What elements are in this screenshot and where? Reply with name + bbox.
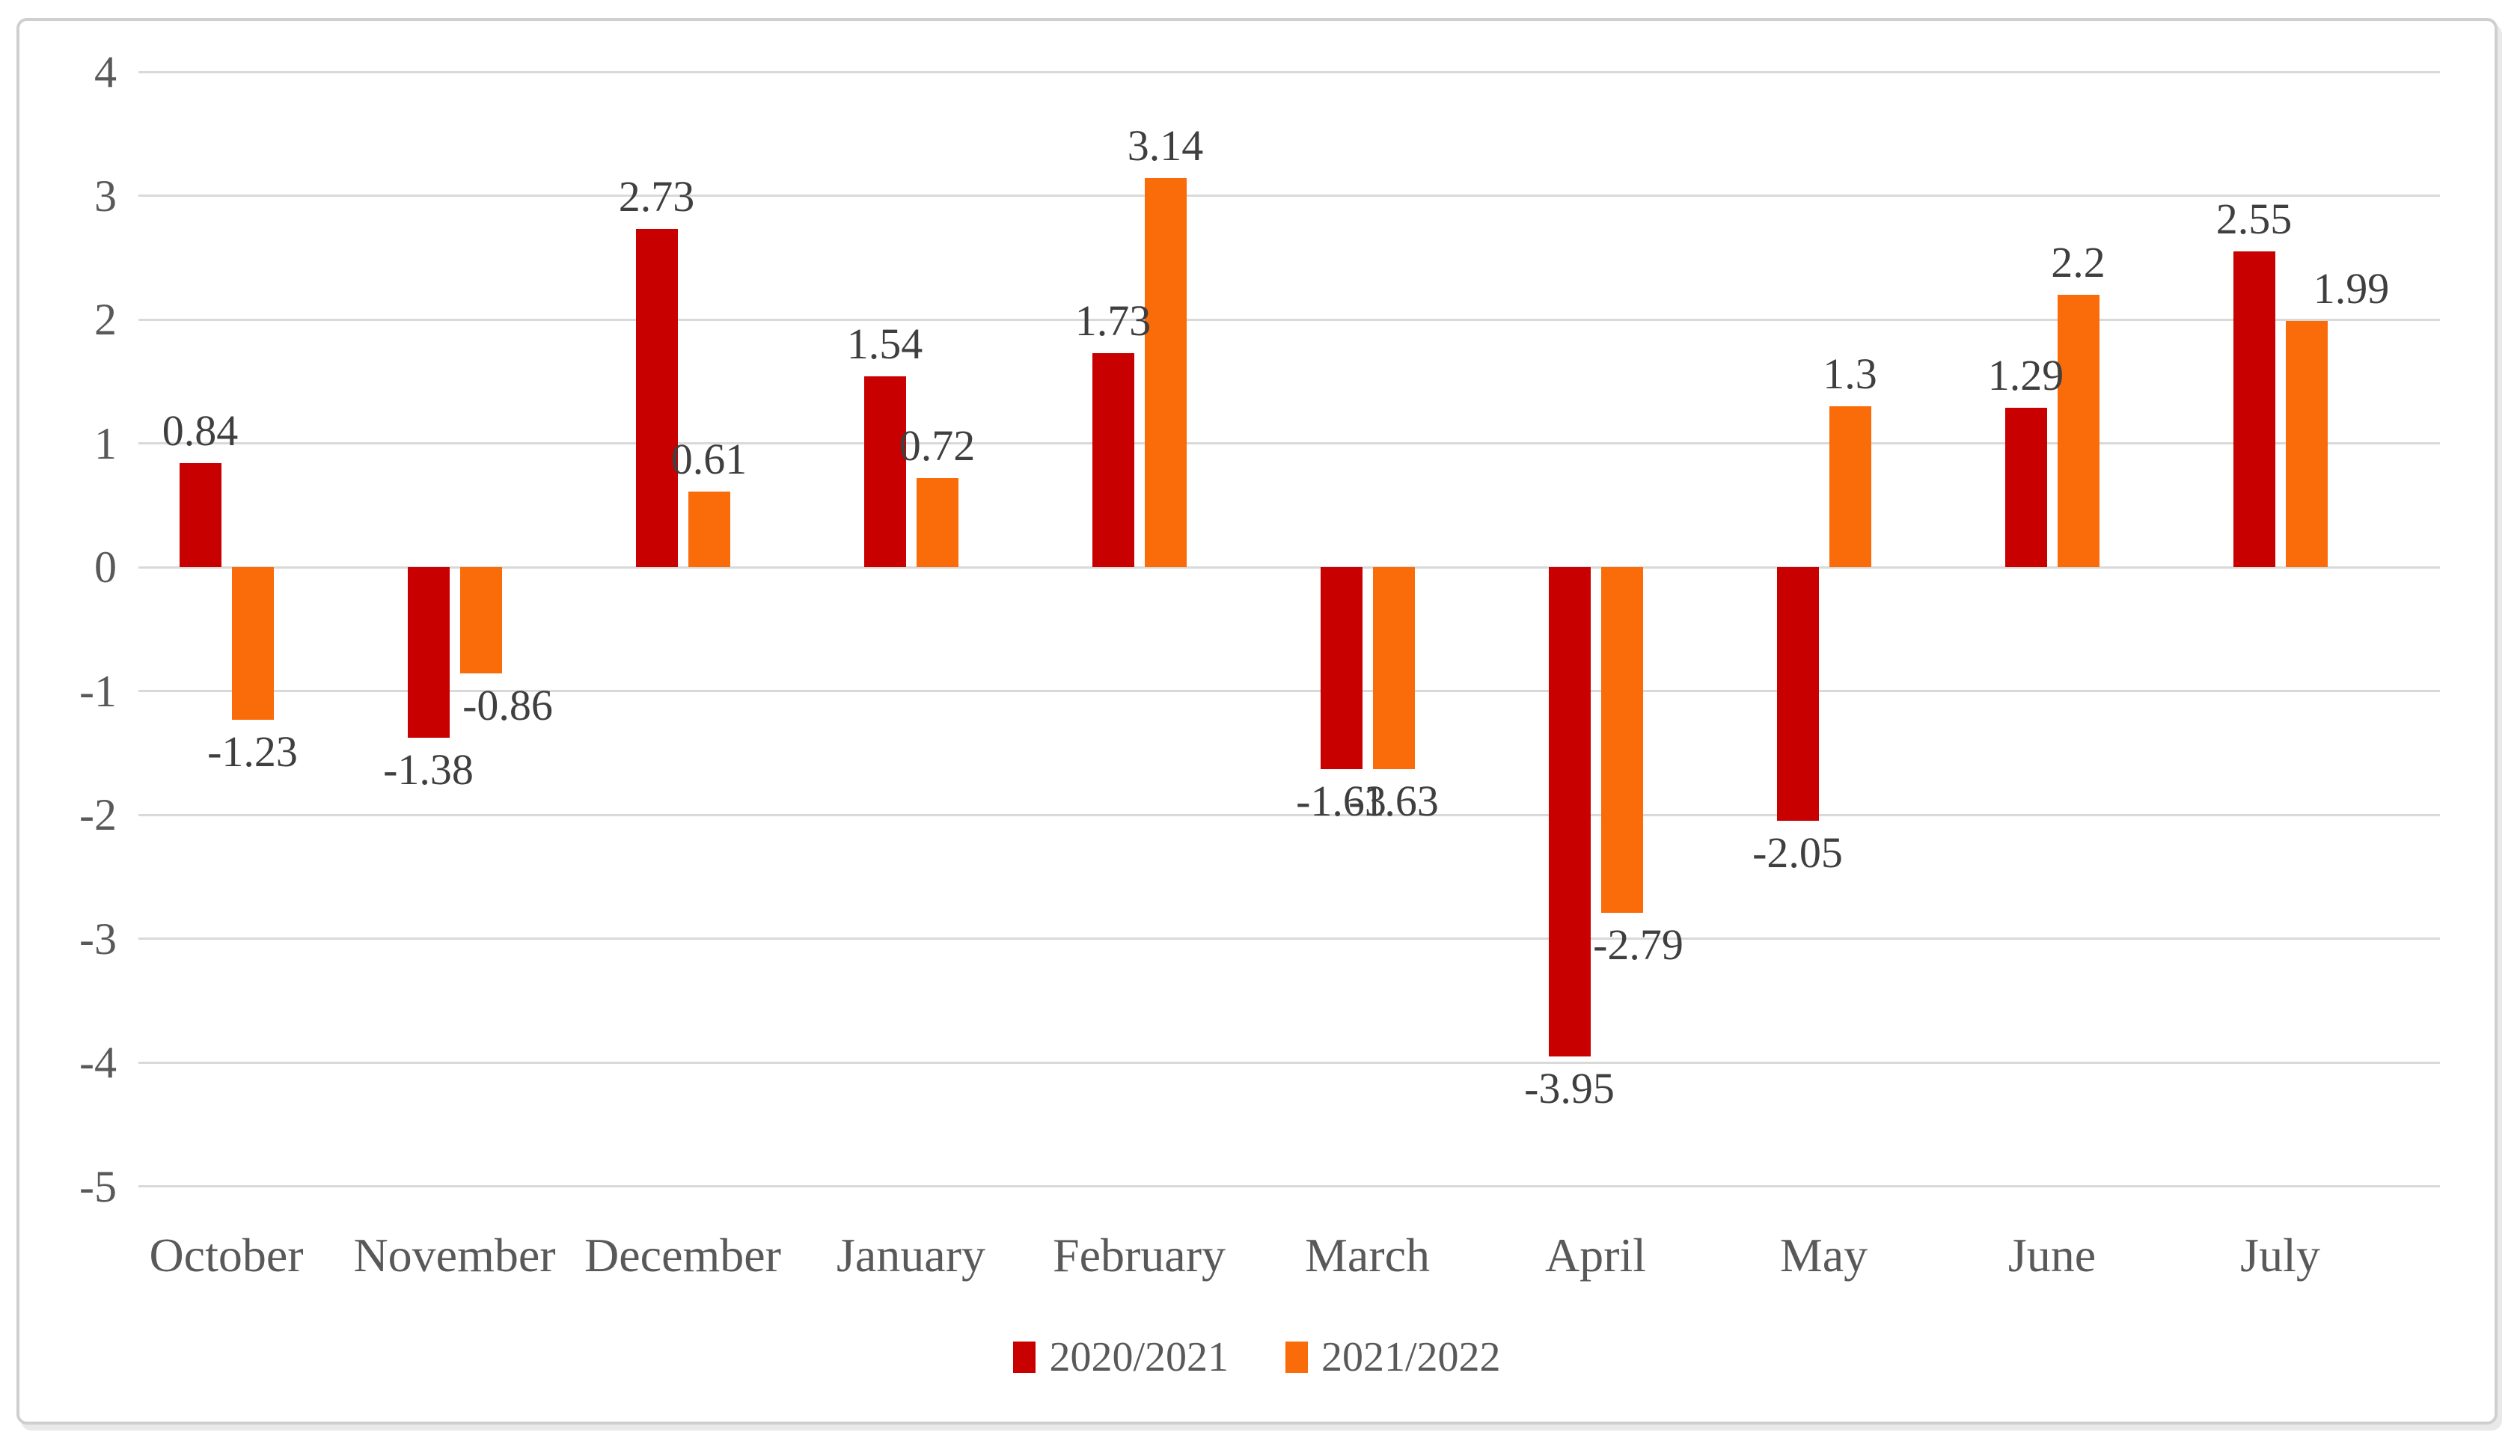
y-axis-tick-label: 2 — [94, 295, 117, 344]
gridline — [138, 70, 2440, 73]
legend-entry: 2020/2021 — [1013, 1335, 1229, 1380]
legend-label: 2020/2021 — [1049, 1334, 1229, 1380]
gridline — [138, 442, 2440, 444]
bar-value-label: -1.38 — [383, 745, 474, 795]
bar-value-label: 1.99 — [2313, 263, 2390, 313]
bar-2020-2021 — [179, 462, 221, 567]
bar-value-label: -2.05 — [1752, 828, 1843, 878]
y-axis-tick-label: -3 — [79, 914, 117, 964]
gridline — [138, 566, 2440, 569]
legend: 2020/2021 2021/2022 — [19, 1335, 2495, 1380]
x-axis-label: March — [1304, 1229, 1431, 1282]
y-axis-tick-label: -2 — [79, 790, 117, 839]
y-axis-tick-label: -5 — [79, 1161, 117, 1211]
bar-value-label: 2.2 — [2051, 237, 2105, 287]
legend-entry: 2021/2022 — [1285, 1335, 1501, 1380]
y-axis-tick-label: -4 — [79, 1038, 117, 1087]
bar-value-label: 3.14 — [1127, 121, 1204, 171]
x-axis-label: January — [836, 1229, 986, 1282]
bar-value-label: 0.72 — [899, 420, 976, 470]
bar-value-label: 2.55 — [2215, 194, 2293, 243]
bar-2020-2021 — [1320, 567, 1363, 769]
bar-2021-2022 — [1144, 178, 1187, 567]
x-axis-label: July — [2240, 1229, 2320, 1282]
gridline — [138, 195, 2440, 197]
x-axis-label: June — [2007, 1229, 2097, 1282]
x-axis-label: October — [149, 1229, 304, 1282]
gridline — [138, 1185, 2440, 1187]
bar-value-label: 1.3 — [1823, 349, 1877, 398]
bar-2020-2021 — [407, 567, 450, 738]
bar-2021-2022 — [2285, 320, 2328, 567]
x-axis-label: December — [584, 1229, 781, 1282]
bar-2020-2021 — [1092, 352, 1134, 567]
bar-2020-2021 — [635, 229, 678, 567]
bar-value-label: -3.95 — [1524, 1063, 1615, 1113]
bar-2020-2021 — [2004, 407, 2047, 567]
gridline — [138, 813, 2440, 816]
y-axis-tick-label: 3 — [94, 171, 117, 221]
bar-value-label: -0.86 — [462, 681, 553, 730]
gridline — [138, 318, 2440, 321]
gridline — [138, 690, 2440, 692]
bar-2020-2021 — [863, 376, 906, 567]
bar-value-label: 1.29 — [1987, 350, 2064, 400]
bar-2020-2021 — [2233, 251, 2275, 567]
x-axis-label: November — [353, 1229, 556, 1282]
bar-value-label: -1.63 — [1296, 776, 1386, 825]
bar-2021-2022 — [1829, 406, 1871, 567]
bar-value-label: 0.84 — [162, 406, 239, 455]
bar-2021-2022 — [459, 567, 502, 674]
bar-value-label: -1.63 — [1348, 776, 1439, 825]
bar-2020-2021 — [1776, 567, 1819, 822]
bar-2021-2022 — [231, 567, 274, 720]
x-axis-label: February — [1052, 1229, 1226, 1282]
legend-swatch-2020-2021 — [1013, 1342, 1036, 1373]
bar-2021-2022 — [916, 477, 958, 567]
y-axis-tick-label: 4 — [94, 47, 117, 97]
bar-2021-2022 — [2057, 294, 2100, 567]
bar-value-label: 1.54 — [846, 319, 923, 369]
bar-2021-2022 — [688, 492, 730, 567]
bar-value-label: 0.61 — [670, 435, 747, 484]
y-axis-tick-label: 0 — [94, 542, 117, 592]
y-axis-tick-label: -1 — [79, 666, 117, 716]
bar-2020-2021 — [1548, 567, 1591, 1056]
bar-2021-2022 — [1372, 567, 1415, 769]
x-axis-label: April — [1544, 1229, 1647, 1282]
gridline — [138, 1061, 2440, 1064]
bar-value-label: -1.23 — [207, 727, 298, 776]
bar-value-label: 2.73 — [618, 172, 695, 221]
legend-swatch-2021-2022 — [1285, 1342, 1308, 1373]
gridline — [138, 937, 2440, 940]
legend-label: 2021/2022 — [1321, 1334, 1501, 1380]
chart-frame: 4 3 2 1 0 -1 -2 -3 -4 -5 0.84 -1.38 2.73 1.54 1.73 -1.6… — [16, 18, 2498, 1425]
bar-value-label: 1.73 — [1074, 296, 1152, 345]
bar-2021-2022 — [1600, 567, 1643, 913]
bar-value-label: -2.79 — [1593, 920, 1683, 969]
x-axis-label: May — [1779, 1229, 1868, 1282]
y-axis-tick-label: 1 — [94, 418, 117, 468]
